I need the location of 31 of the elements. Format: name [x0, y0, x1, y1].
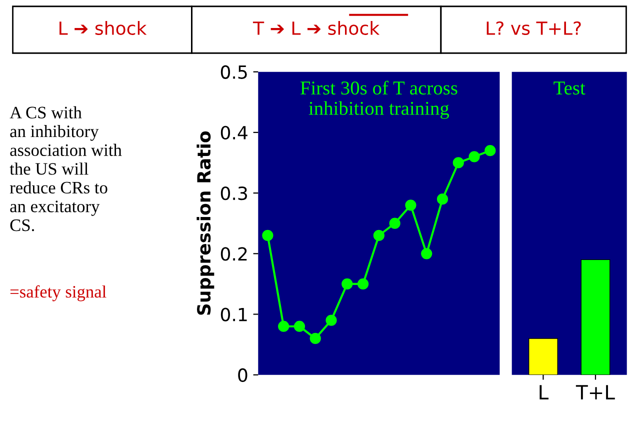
text: T ➔ L ➔ shock [252, 21, 380, 35]
y-tick-label: 0.2 [220, 247, 247, 261]
y-tick-label: 0.4 [220, 126, 248, 140]
point [389, 218, 400, 229]
text: A CS with an inhibitory association with the US will reduce CRs to an excitatory CS. [10, 106, 122, 232]
point [342, 278, 353, 290]
point [262, 230, 274, 242]
y-tick-label: 0.3 [220, 186, 247, 200]
y-tick-label: 0.5 [220, 65, 247, 79]
point [357, 278, 369, 290]
text: First 30s of T across inhibition training [300, 80, 458, 119]
point [436, 194, 448, 205]
chart-title: Test [554, 82, 586, 95]
point [484, 145, 496, 156]
y-tick-label: 0 [238, 368, 248, 382]
point [373, 230, 384, 242]
text: L ➔ shock [60, 21, 147, 35]
point [310, 332, 321, 344]
x-tick-label: L [540, 385, 549, 400]
point [294, 320, 306, 332]
y-tick-label: 0.1 [220, 308, 247, 322]
point [452, 157, 464, 168]
point [278, 320, 290, 332]
point [421, 248, 432, 260]
y-axis-title: Suppression Ratio [196, 131, 214, 315]
text: =safety signal [10, 285, 106, 302]
text: L? vs T+L? [486, 21, 581, 35]
point [468, 151, 480, 162]
point [405, 200, 416, 211]
point [326, 314, 337, 326]
x-tick-label: T+L [576, 385, 615, 400]
